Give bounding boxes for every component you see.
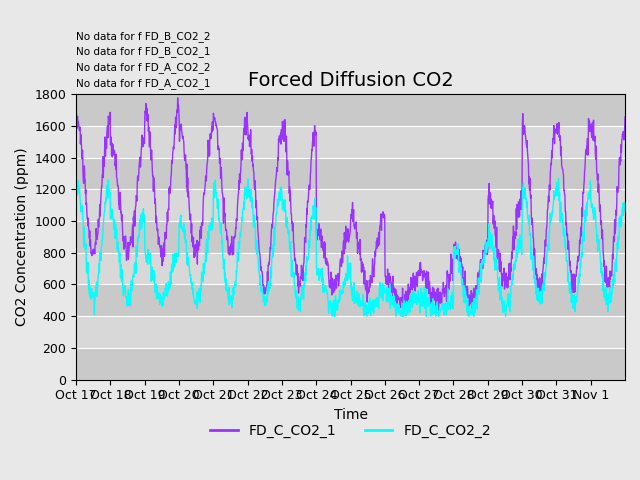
Bar — [76, 348, 625, 380]
Title: Forced Diffusion CO2: Forced Diffusion CO2 — [248, 71, 454, 90]
Text: No data for f FD_A_CO2_2: No data for f FD_A_CO2_2 — [76, 62, 211, 73]
Text: No data for f FD_A_CO2_1: No data for f FD_A_CO2_1 — [76, 78, 211, 89]
Bar — [76, 94, 625, 126]
Bar — [76, 157, 625, 190]
Text: No data for f FD_B_CO2_2: No data for f FD_B_CO2_2 — [76, 31, 211, 41]
Text: No data for f FD_B_CO2_1: No data for f FD_B_CO2_1 — [76, 46, 211, 57]
X-axis label: Time: Time — [333, 408, 367, 422]
Bar — [76, 285, 625, 316]
Y-axis label: CO2 Concentration (ppm): CO2 Concentration (ppm) — [15, 148, 29, 326]
Legend: FD_C_CO2_1, FD_C_CO2_2: FD_C_CO2_1, FD_C_CO2_2 — [205, 419, 497, 444]
Bar — [76, 221, 625, 253]
